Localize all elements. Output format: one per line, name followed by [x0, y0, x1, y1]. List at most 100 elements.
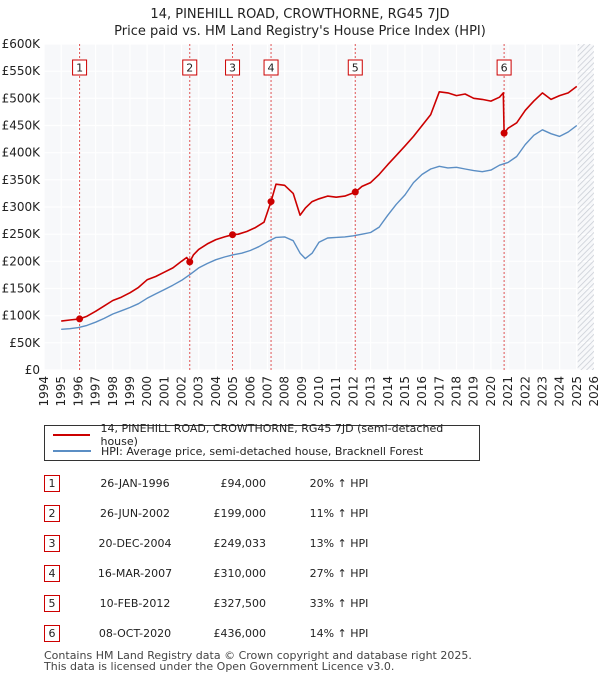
sale-number-box [182, 59, 198, 76]
chart-title-line1: 14, PINEHILL ROAD, CROWTHORNE, RG45 7JD [150, 7, 450, 22]
x-tick-label: 2002 [175, 376, 189, 407]
x-tick-label: 2024 [553, 376, 567, 407]
y-tick-label: £0 [25, 363, 40, 377]
sale-price: £327,500 [213, 597, 267, 610]
x-tick-label: 1995 [54, 376, 68, 407]
sale-number-box [496, 59, 512, 76]
sale-date: 16-MAR-2007 [97, 567, 173, 580]
x-tick-label: 1996 [71, 376, 85, 407]
sale-hpi-change: 33% ↑ HPI [309, 597, 369, 610]
y-tick-label: £400K [2, 146, 42, 160]
sale-date: 26-JUN-2002 [99, 507, 171, 520]
sale-number-box [263, 59, 279, 76]
legend-label-property: 14, PINEHILL ROAD, CROWTHORNE, RG45 7JD … [100, 422, 444, 448]
sale-hpi-change: 11% ↑ HPI [309, 507, 369, 520]
sale-date: 08-OCT-2020 [98, 627, 172, 640]
sale-point [229, 231, 237, 239]
y-tick-label: £350K [2, 173, 42, 187]
x-tick-label: 2020 [484, 376, 498, 407]
y-tick-label: £250K [2, 227, 42, 241]
x-tick-label: 1997 [89, 376, 103, 407]
sale-number-label: 3 [229, 62, 236, 75]
x-tick-label: 2025 [570, 376, 584, 407]
legend-item-property: 14, PINEHILL ROAD, CROWTHORNE, RG45 7JD … [53, 422, 479, 448]
footer-licence: This data is licensed under the Open Gov… [44, 660, 395, 673]
x-tick-label: 2019 [467, 376, 481, 407]
x-tick-label: 2009 [295, 376, 309, 407]
x-tick-label: 2008 [278, 376, 292, 407]
sale-row: 5 10-FEB-2012 £327,500 33% ↑ HPI [44, 595, 564, 615]
sale-badge: 3 [44, 535, 60, 552]
x-tick-label: 2011 [329, 376, 343, 407]
sale-badge: 1 [44, 475, 60, 492]
x-tick-label: 2014 [381, 376, 395, 407]
x-tick-label: 2017 [432, 376, 446, 407]
x-tick-label: 2015 [398, 376, 412, 407]
x-tick-label: 2016 [415, 376, 429, 407]
x-tick-label: 1998 [106, 376, 120, 407]
x-tick-label: 2018 [450, 376, 464, 407]
x-tick-label: 2000 [140, 376, 154, 407]
sale-row: 6 08-OCT-2020 £436,000 14% ↑ HPI [44, 625, 564, 645]
sale-number-label: 5 [352, 62, 359, 75]
footer-copyright: Contains HM Land Registry data © Crown c… [44, 649, 472, 662]
sale-price: £310,000 [213, 567, 267, 580]
y-tick-label: £600K [2, 37, 42, 51]
x-tick-label: 2003 [192, 376, 206, 407]
sale-badge: 2 [44, 505, 60, 522]
x-tick-label: 2021 [501, 376, 515, 407]
property-price-line [61, 85, 578, 322]
y-tick-label: £550K [2, 64, 42, 78]
sale-badge: 6 [44, 625, 60, 642]
forecast-hatch [577, 44, 594, 370]
sale-row: 3 20-DEC-2004 £249,033 13% ↑ HPI [44, 535, 564, 555]
legend-item-hpi: HPI: Average price, semi-detached house,… [53, 443, 423, 459]
y-tick-label: £100K [2, 309, 42, 323]
sale-point [500, 129, 508, 137]
legend-swatch-property [53, 434, 91, 436]
chart-title-line2: Price paid vs. HM Land Registry's House … [114, 24, 486, 39]
footer-attribution: Contains HM Land Registry data © Crown c… [44, 650, 472, 672]
sale-point [351, 188, 359, 196]
price-chart: £0 £50K £100K £150K £200K £250K £300K £350K £400… [2, 37, 600, 407]
x-tick-label: 1999 [123, 376, 137, 407]
sale-hpi-change: 27% ↑ HPI [309, 567, 369, 580]
sale-price: £249,033 [213, 537, 267, 550]
legend-label-hpi: HPI: Average price, semi-detached house,… [101, 444, 424, 458]
x-tick-label: 2005 [226, 376, 240, 407]
chart-legend: 14, PINEHILL ROAD, CROWTHORNE, RG45 7JD … [44, 422, 480, 461]
sale-number-box [225, 59, 241, 76]
x-tick-label: 1994 [37, 376, 51, 407]
x-tick-label: 2023 [535, 376, 549, 407]
sale-hpi-change: 20% ↑ HPI [309, 477, 369, 490]
x-tick-label: 2006 [243, 376, 257, 407]
sale-point [186, 258, 194, 266]
y-tick-label: £300K [2, 200, 42, 214]
hpi-line [61, 124, 578, 330]
sale-price: £94,000 [220, 477, 267, 490]
x-tick-label: 2013 [364, 376, 378, 407]
sale-number-label: 2 [186, 62, 193, 75]
y-tick-label: £200K [2, 254, 42, 268]
sale-number-label: 1 [76, 62, 83, 75]
sale-badge: 5 [44, 595, 60, 612]
y-tick-label: £150K [2, 282, 42, 296]
sale-date: 10-FEB-2012 [99, 597, 171, 610]
chart-title: 14, PINEHILL ROAD, CROWTHORNE, RG45 7JD … [0, 6, 600, 40]
y-tick-label: £500K [2, 91, 42, 105]
sale-badge: 4 [44, 565, 60, 582]
y-tick-label: £50K [9, 336, 41, 350]
sale-row: 2 26-JUN-2002 £199,000 11% ↑ HPI [44, 505, 564, 525]
x-tick-label: 2010 [312, 376, 326, 407]
sale-date: 26-JAN-1996 [100, 477, 170, 490]
sale-row: 1 26-JAN-1996 £94,000 20% ↑ HPI [44, 475, 564, 495]
x-tick-label: 2022 [518, 376, 532, 407]
sale-number-label: 4 [268, 62, 275, 75]
sale-row: 4 16-MAR-2007 £310,000 27% ↑ HPI [44, 565, 564, 585]
sale-number-label: 6 [501, 62, 508, 75]
y-tick-label: £450K [2, 119, 42, 133]
sale-number-box [72, 59, 88, 76]
sale-price: £436,000 [213, 627, 267, 640]
sale-point [76, 315, 84, 323]
x-tick-label: 2007 [260, 376, 274, 407]
